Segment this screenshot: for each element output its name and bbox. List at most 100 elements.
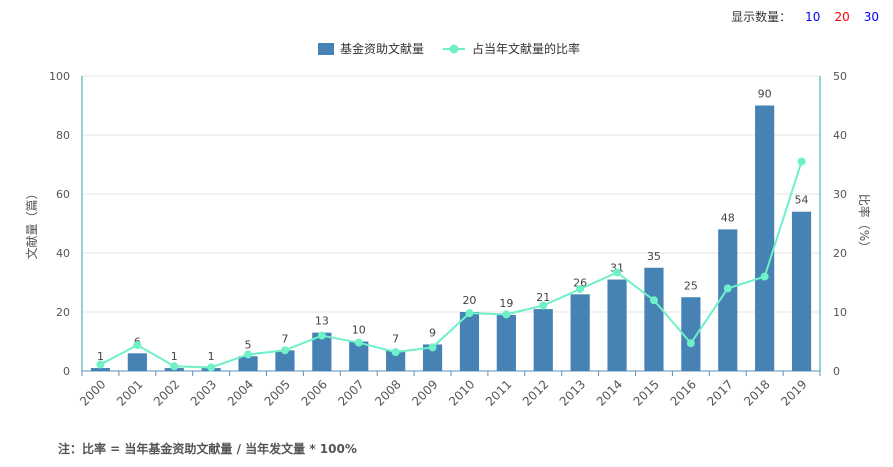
ratio-point [649, 296, 658, 305]
legend-line-marker [449, 44, 459, 54]
bar [238, 356, 258, 371]
y-left-tick-label: 100 [49, 70, 70, 83]
bar-value-label: 7 [392, 332, 399, 345]
bar [496, 314, 516, 371]
ratio-point [317, 331, 326, 340]
bar-value-label: 1 [97, 350, 104, 363]
x-tick-label: 2000 [77, 377, 108, 408]
ratio-point [723, 284, 732, 293]
bar-value-label: 13 [315, 315, 329, 328]
display-count-option-20[interactable]: 20 [834, 9, 850, 24]
x-tick-label: 2015 [631, 377, 662, 408]
display-count-label: 显示数量： [731, 10, 792, 24]
bar [533, 309, 553, 371]
bar [755, 105, 775, 371]
ratio-point [502, 310, 511, 319]
y-right-tick-label: 40 [833, 129, 847, 142]
bar [312, 332, 332, 371]
ratio-point [207, 363, 216, 372]
legend-bar-label: 基金资助文献量 [340, 41, 424, 56]
ratio-point [133, 341, 142, 350]
bar [791, 211, 812, 371]
bar [386, 350, 406, 371]
ratio-point [539, 301, 548, 310]
bar [275, 350, 295, 371]
ratio-point [428, 343, 437, 352]
y-left-tick-label: 60 [56, 188, 70, 201]
bar-value-label: 5 [245, 338, 252, 351]
legend-bar-swatch [318, 43, 334, 55]
ratio-point [280, 346, 289, 355]
footnote: 注：比率 = 当年基金资助文献量 / 当年发文量 * 100% [58, 442, 357, 456]
legend-line-label: 占当年文献量的比率 [472, 41, 580, 56]
ratio-point [391, 348, 400, 357]
x-tick-label: 2008 [372, 377, 403, 408]
bar-value-label: 54 [795, 194, 809, 207]
bar-value-label: 9 [429, 326, 436, 339]
y-right-tick-label: 10 [833, 306, 847, 319]
ratio-point [244, 350, 253, 359]
bar-value-label: 7 [281, 332, 288, 345]
bar-value-label: 10 [352, 324, 366, 337]
y-right-tick-label: 20 [833, 247, 847, 260]
x-tick-label: 2007 [335, 377, 366, 408]
ratio-point [613, 268, 622, 277]
bar [349, 341, 369, 371]
ratio-point [354, 338, 363, 347]
ratio-point [465, 309, 474, 318]
ratio-point [686, 339, 695, 348]
bar [718, 229, 738, 371]
bar-value-label: 35 [647, 250, 661, 263]
x-tick-label: 2018 [741, 377, 772, 408]
x-tick-label: 2017 [704, 377, 735, 408]
x-tick-label: 2009 [409, 377, 440, 408]
bar [644, 267, 664, 371]
x-tick-label: 2005 [262, 377, 293, 408]
y-right-tick-label: 0 [833, 365, 840, 378]
bar [607, 279, 627, 371]
x-tick-label: 2001 [114, 377, 145, 408]
bar [570, 294, 590, 371]
bar-value-label: 25 [684, 279, 698, 292]
x-tick-label: 2019 [778, 377, 809, 408]
y-left-tick-label: 80 [56, 129, 70, 142]
y-right-tick-label: 50 [833, 70, 847, 83]
x-tick-label: 2016 [667, 377, 698, 408]
display-count-control: 显示数量： 10 20 30 [731, 8, 879, 25]
ratio-point [96, 360, 105, 369]
y-left-tick-label: 20 [56, 306, 70, 319]
x-tick-label: 2012 [520, 377, 551, 408]
ratio-point [760, 272, 769, 281]
x-tick-label: 2011 [483, 377, 514, 408]
bar-value-label: 26 [573, 276, 587, 289]
x-tick-label: 2004 [225, 377, 256, 408]
bar [90, 368, 111, 371]
bar-value-label: 1 [171, 350, 178, 363]
x-tick-label: 2010 [446, 377, 477, 408]
x-tick-label: 2003 [188, 377, 219, 408]
bar-value-label: 90 [758, 88, 772, 101]
y-left-axis-title: 文献量（篇） [24, 187, 39, 259]
y-right-tick-label: 30 [833, 188, 847, 201]
x-tick-label: 2006 [298, 377, 329, 408]
display-count-option-10[interactable]: 10 [805, 9, 821, 24]
y-right-axis-title: 比率（%） [857, 194, 872, 253]
bar-value-label: 48 [721, 211, 735, 224]
bar-value-label: 20 [462, 294, 476, 307]
bar [127, 353, 147, 371]
x-tick-label: 2002 [151, 377, 182, 408]
ratio-point [797, 157, 806, 166]
bar [459, 312, 480, 371]
bar-value-label: 19 [499, 297, 513, 310]
bar [422, 344, 443, 371]
ratio-point [576, 284, 585, 293]
ratio-point [170, 362, 179, 371]
x-tick-label: 2014 [594, 377, 625, 408]
y-left-tick-label: 40 [56, 247, 70, 260]
bar-value-label: 1 [208, 350, 215, 363]
bar [681, 297, 701, 371]
x-tick-label: 2013 [557, 377, 588, 408]
display-count-option-30[interactable]: 30 [863, 9, 879, 24]
bar-value-label: 21 [536, 291, 550, 304]
